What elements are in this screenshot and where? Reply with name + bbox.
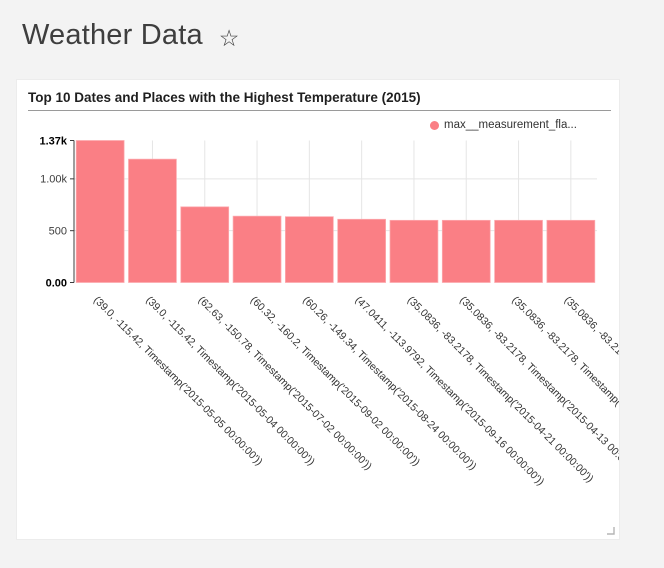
y-axis-label: 1.37k — [39, 135, 67, 147]
x-axis-label: (62.63, -150.78, Timestamp('2015-07-02 0… — [196, 294, 374, 472]
page-title: Weather Data — [22, 19, 203, 52]
bar[interactable] — [285, 216, 334, 283]
bar[interactable] — [128, 158, 177, 283]
resize-handle-icon[interactable] — [606, 526, 615, 535]
title-divider — [28, 110, 611, 111]
y-axis-label: 500 — [49, 225, 67, 237]
bar[interactable] — [180, 206, 230, 283]
star-icon[interactable]: ☆ — [218, 25, 240, 51]
bar[interactable] — [337, 218, 386, 283]
x-axis-label: (60.26, -149.34, Timestamp('2015-08-24 0… — [300, 294, 478, 472]
bar[interactable] — [494, 219, 543, 283]
bar[interactable] — [75, 140, 125, 283]
bar[interactable] — [232, 215, 282, 283]
bar[interactable] — [546, 219, 596, 283]
legend-label: max__measurement_fla... — [444, 119, 577, 131]
legend-marker-icon — [430, 120, 439, 130]
chart-title: Top 10 Dates and Places with the Highest… — [28, 90, 421, 105]
page-header: Weather Data ☆ — [0, 0, 664, 58]
bar[interactable] — [441, 219, 491, 283]
chart-card: Top 10 Dates and Places with the Highest… — [16, 79, 620, 540]
x-axis-label: (35.0836, -83.2178, Timestamp('2015-04-2… — [405, 294, 596, 485]
chart-legend[interactable]: max__measurement_fla... — [430, 119, 577, 131]
y-axis-label: 1.00k — [40, 174, 67, 186]
y-axis-label: 0.00 — [46, 277, 67, 289]
x-axis-label: (47.0411, -113.9792, Timestamp('2015-09-… — [353, 294, 547, 488]
bar[interactable] — [389, 219, 439, 283]
